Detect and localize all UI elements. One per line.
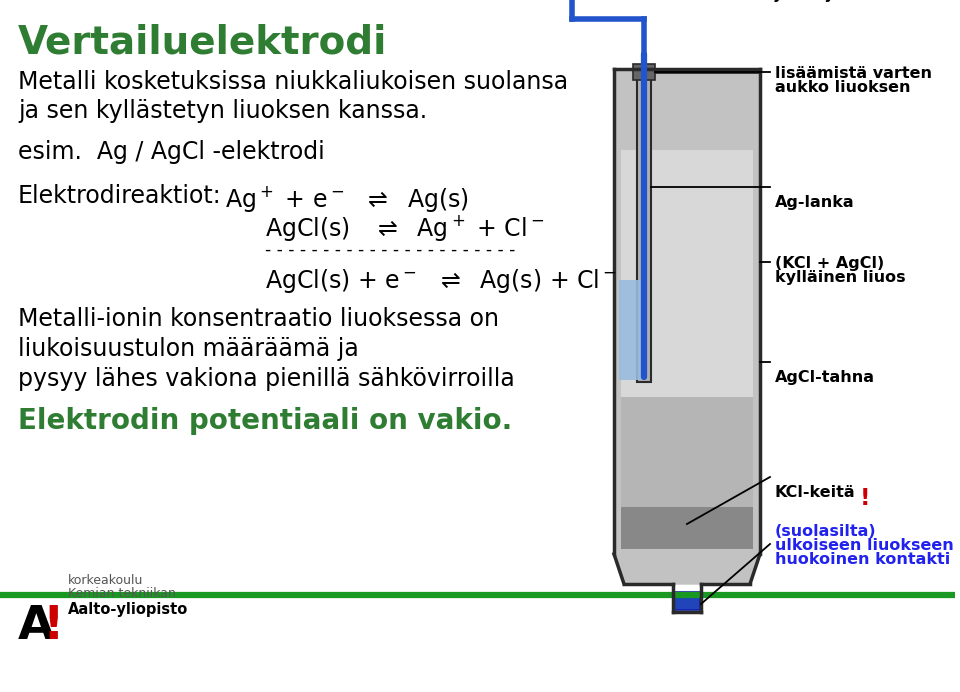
Text: huokoinen kontakti: huokoinen kontakti	[775, 552, 950, 567]
Text: AgCl(s) + e$^-$  $\rightleftharpoons$  Ag(s) + Cl$^-$: AgCl(s) + e$^-$ $\rightleftharpoons$ Ag(…	[265, 267, 617, 295]
Text: korkeakoulu: korkeakoulu	[68, 574, 143, 587]
Bar	[621, 507, 753, 549]
Text: Metalli kosketuksissa niukkaliukoisen suolansa: Metalli kosketuksissa niukkaliukoisen su…	[18, 70, 568, 94]
Text: Ag-lanka: Ag-lanka	[775, 195, 854, 210]
Bar	[621, 397, 753, 549]
Text: (suolasilta): (suolasilta)	[775, 524, 876, 539]
Text: A: A	[18, 604, 55, 649]
Text: Elektrodireaktiot:: Elektrodireaktiot:	[18, 184, 222, 208]
Text: lisäämistä varten: lisäämistä varten	[775, 66, 932, 81]
Text: Vertailuelektrodi: Vertailuelektrodi	[18, 24, 388, 62]
Text: AgCl(s)   $\rightleftharpoons$  Ag$^+$ + Cl$^-$: AgCl(s) $\rightleftharpoons$ Ag$^+$ + Cl…	[265, 213, 544, 243]
Text: liukoisuustulon määräämä ja: liukoisuustulon määräämä ja	[18, 337, 359, 361]
Text: KCl-keitä: KCl-keitä	[775, 485, 855, 500]
Text: Metalli-ionin konsentraatio liuoksessa on: Metalli-ionin konsentraatio liuoksessa o…	[18, 307, 499, 331]
Text: kylläinen liuos: kylläinen liuos	[775, 270, 905, 285]
Bar	[637, 69, 651, 382]
Text: Ag$^+$ + e$^-$  $\rightleftharpoons$  Ag(s): Ag$^+$ + e$^-$ $\rightleftharpoons$ Ag(s…	[225, 184, 468, 214]
Text: johto jännitemittariin: johto jännitemittariin	[775, 0, 960, 2]
Bar	[619, 280, 642, 380]
Bar	[614, 69, 760, 554]
Text: Aalto-yliopisto: Aalto-yliopisto	[68, 602, 188, 617]
Text: (KCl + AgCl): (KCl + AgCl)	[775, 256, 884, 271]
Bar	[633, 64, 655, 80]
Text: Kemian tekniikan: Kemian tekniikan	[68, 587, 176, 600]
Polygon shape	[614, 554, 760, 584]
Text: ja sen kyllästetyn liuoksen kanssa.: ja sen kyllästetyn liuoksen kanssa.	[18, 99, 427, 123]
Text: aukko liuoksen: aukko liuoksen	[775, 80, 910, 95]
Text: esim.  Ag / AgCl -elektrodi: esim. Ag / AgCl -elektrodi	[18, 140, 324, 164]
Text: !: !	[860, 487, 871, 510]
Text: ulkoiseen liuokseen: ulkoiseen liuokseen	[775, 538, 953, 553]
Bar	[674, 592, 700, 610]
Bar	[621, 150, 753, 549]
Text: !: !	[42, 604, 63, 649]
Text: pysyy lähes vakiona pienillä sähkövirroilla: pysyy lähes vakiona pienillä sähkövirroi…	[18, 367, 515, 391]
Text: Elektrodin potentiaali on vakio.: Elektrodin potentiaali on vakio.	[18, 407, 513, 435]
Text: AgCl-tahna: AgCl-tahna	[775, 370, 875, 385]
Text: - - - - - - - - - - - - - - - - - - - - - -: - - - - - - - - - - - - - - - - - - - - …	[265, 241, 516, 259]
